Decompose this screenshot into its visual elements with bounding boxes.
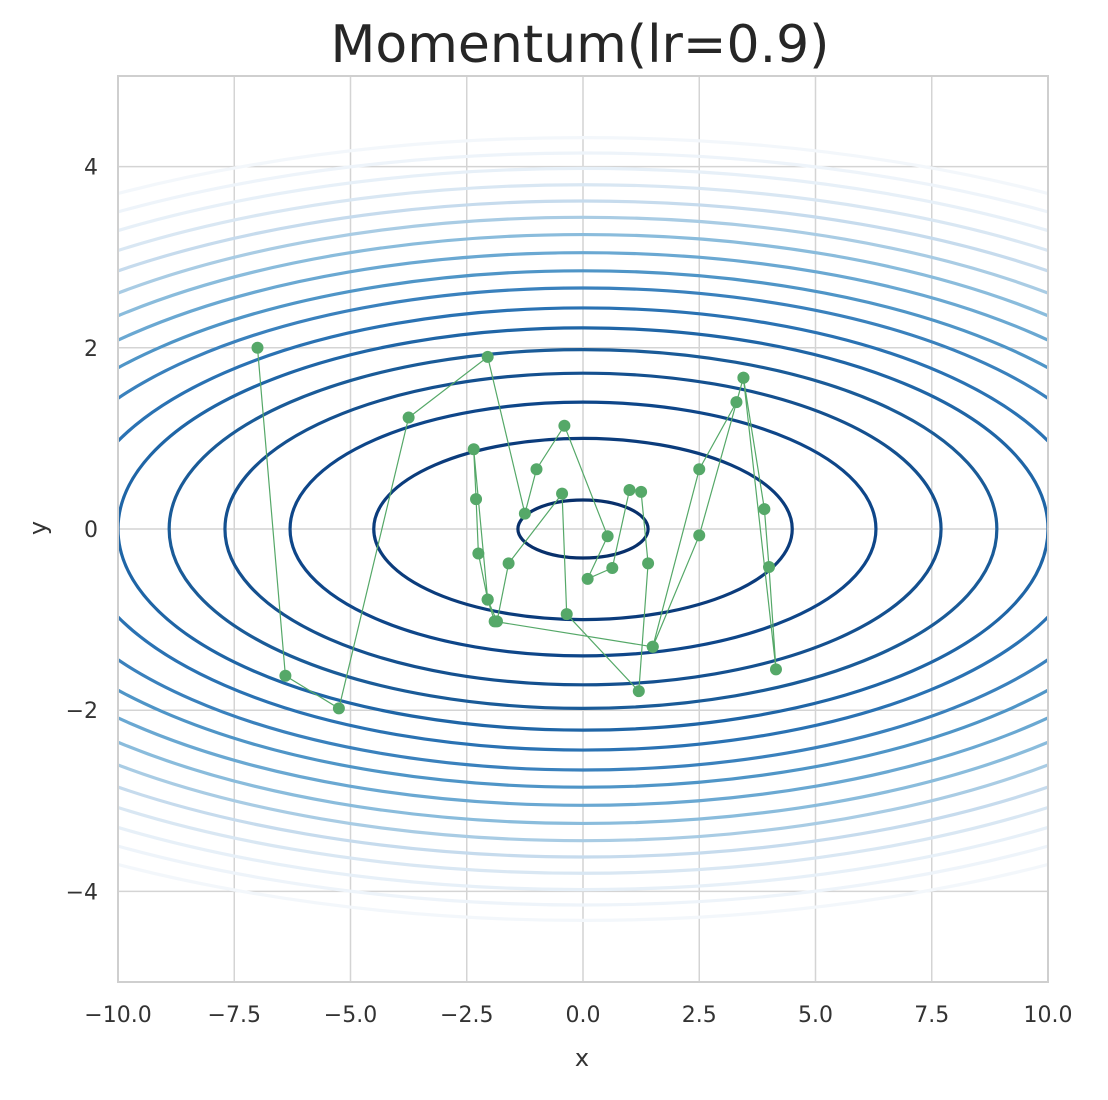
contour-line [118,286,1048,772]
contour-line [118,251,1048,807]
x-tick-label: −7.5 [208,1003,261,1028]
path-point [642,557,655,570]
x-tick-label: 2.5 [682,1003,717,1028]
path-point [470,493,483,506]
path-point [737,371,750,384]
x-tick-label: 10.0 [1024,1003,1073,1028]
contour-lines [118,136,1048,922]
path-point [623,484,636,497]
path-point [467,443,480,456]
contour-line [118,199,1048,859]
path-point [530,463,543,476]
x-axis-label: x [575,1044,589,1072]
x-tick-label: −5.0 [324,1003,377,1028]
y-tick-label: −4 [66,880,98,905]
plot-border [117,75,1049,983]
path-point [251,341,264,354]
x-tick-label: −10.0 [84,1003,151,1028]
x-tick-label: 5.0 [798,1003,833,1028]
contour-line [118,326,1048,732]
path-point [518,507,531,520]
path-point [556,487,569,500]
path-point [693,463,706,476]
path-point [560,608,573,621]
contour-line [167,348,999,710]
tick-labels: −10.0 −7.5 −5.0 −2.5 0.0 2.5 5.0 7.5 10.0 −4 −2 0 2 4 [66,156,1073,1028]
path-point [488,615,501,628]
path-point [481,350,494,363]
contour-line [223,371,943,687]
path-point [730,396,743,409]
path-point [402,411,415,424]
x-tick-label: −2.5 [440,1003,493,1028]
contour-line [516,498,650,560]
y-tick-label: −2 [66,699,98,724]
path-point [693,529,706,542]
contour-line [118,269,1048,789]
path-point [502,557,515,570]
contour-line [118,233,1048,825]
y-axis-label: y [24,521,52,535]
path-point [632,685,645,698]
y-tick-label: 0 [84,518,98,543]
plot-frame [117,75,1049,983]
contour-line [118,166,1048,892]
x-tick-label: 0.0 [566,1003,601,1028]
path-point [758,503,771,516]
contour-line [118,183,1048,875]
path-point [769,663,782,676]
path-point [279,669,292,682]
contour-line [118,215,1048,843]
path-point [581,572,594,585]
optimizer-path [251,341,782,715]
path-point [332,702,345,715]
contour-line [118,306,1048,752]
contour-line [118,151,1048,907]
path-point [606,561,619,574]
chart-title: Momentum(lr=0.9) [331,15,830,75]
contour-line [118,136,1048,922]
path-point [481,593,494,606]
contour-line [372,436,794,622]
path-point [472,547,485,560]
path-point [635,485,648,498]
y-tick-label: 2 [84,337,98,362]
path-point [646,640,659,653]
y-tick-label: 4 [84,156,98,181]
path-point [601,530,614,543]
path-point [763,561,775,574]
contour-line [288,400,878,658]
x-tick-label: 7.5 [914,1003,949,1028]
path-point [558,419,571,432]
